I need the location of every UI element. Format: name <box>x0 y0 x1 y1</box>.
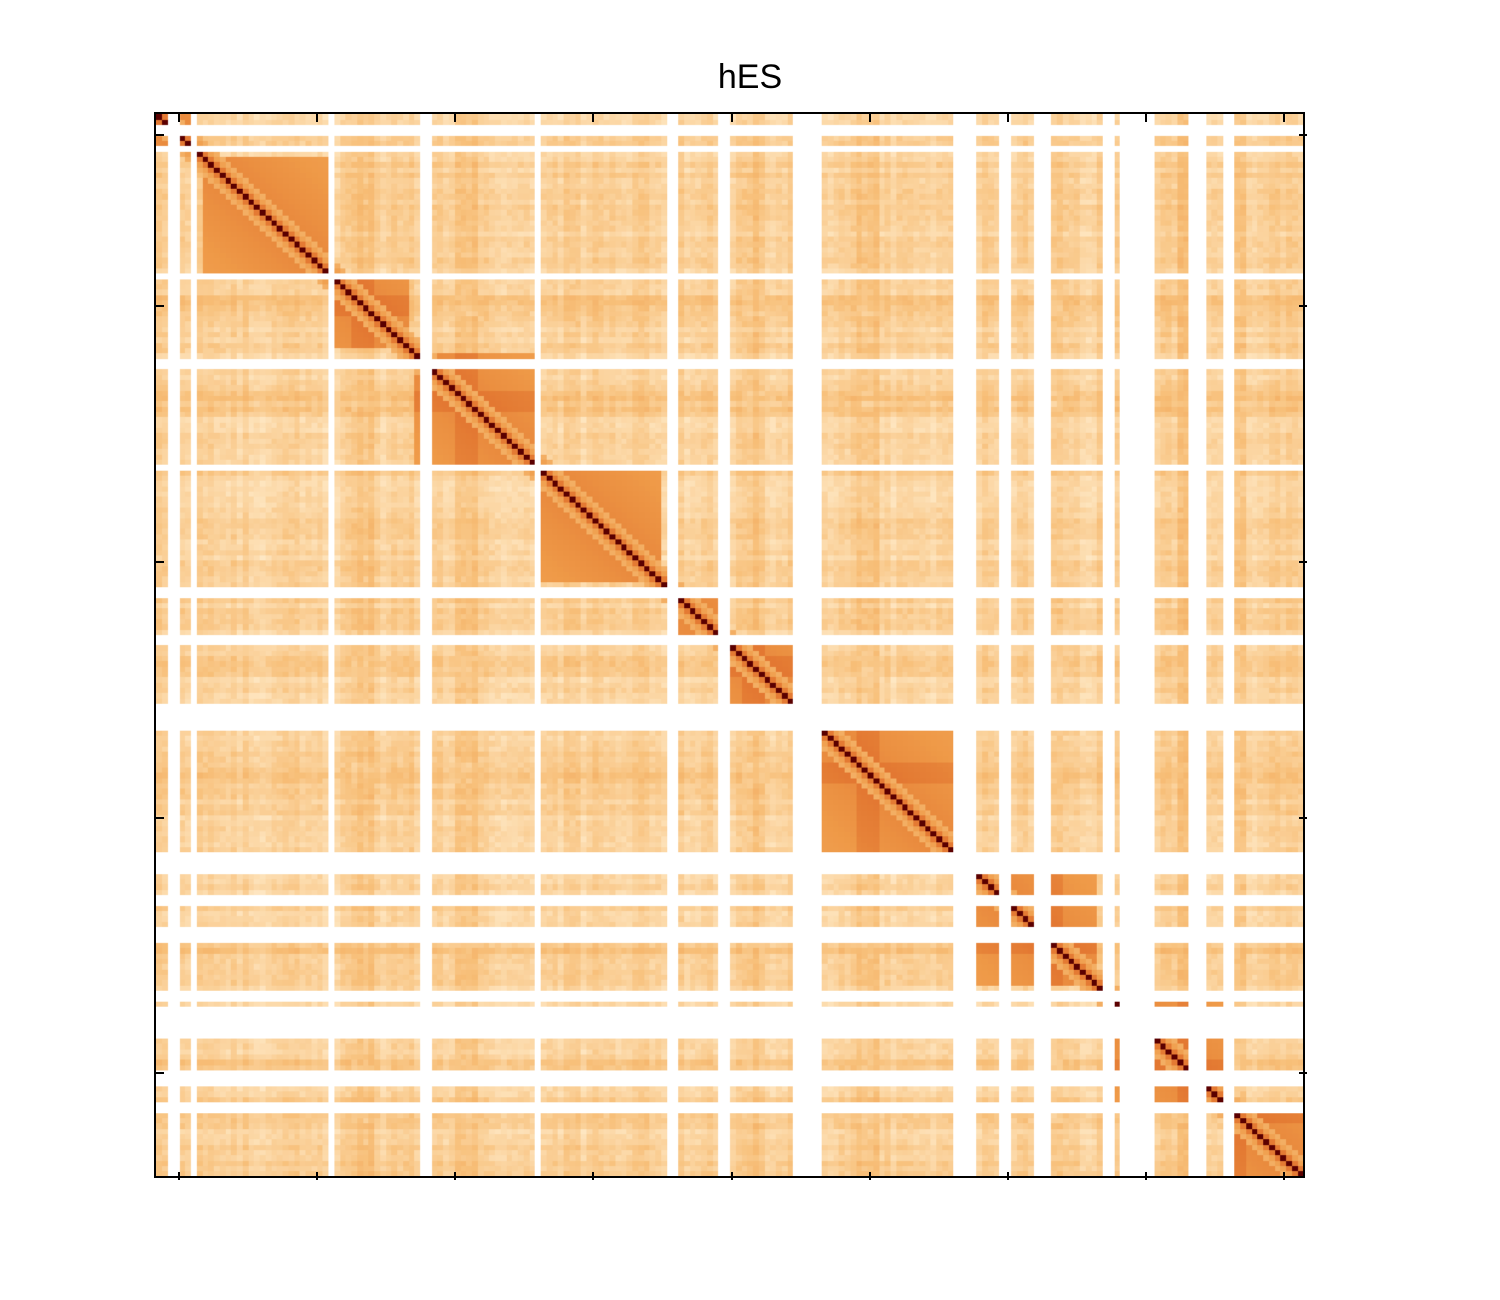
axis-tick <box>1299 1072 1307 1074</box>
axis-tick <box>156 561 164 563</box>
axis-tick <box>592 1172 594 1180</box>
heatmap-canvas <box>156 114 1303 1176</box>
axis-tick <box>1007 1172 1009 1180</box>
axis-tick <box>1299 134 1307 136</box>
axis-tick <box>731 1172 733 1180</box>
axis-tick <box>1007 114 1009 122</box>
axis-tick <box>156 134 164 136</box>
axis-tick <box>156 305 164 307</box>
axis-tick <box>1299 305 1307 307</box>
axis-tick <box>178 1172 180 1180</box>
axis-tick <box>1145 114 1147 122</box>
axis-tick <box>1299 817 1307 819</box>
axis-tick <box>156 1072 164 1074</box>
axis-tick <box>316 1172 318 1180</box>
axis-tick <box>1299 561 1307 563</box>
axis-tick <box>1283 114 1285 122</box>
axis-tick <box>156 817 164 819</box>
axis-tick <box>592 114 594 122</box>
axis-tick <box>1145 1172 1147 1180</box>
axis-tick <box>178 114 180 122</box>
axis-tick <box>316 114 318 122</box>
axis-tick <box>869 1172 871 1180</box>
axis-tick <box>731 114 733 122</box>
figure-page: hES <box>0 0 1500 1300</box>
heatmap-plot-area <box>154 112 1305 1178</box>
plot-title: hES <box>0 58 1500 97</box>
axis-tick <box>869 114 871 122</box>
axis-tick <box>454 114 456 122</box>
axis-tick <box>1283 1172 1285 1180</box>
axis-tick <box>454 1172 456 1180</box>
